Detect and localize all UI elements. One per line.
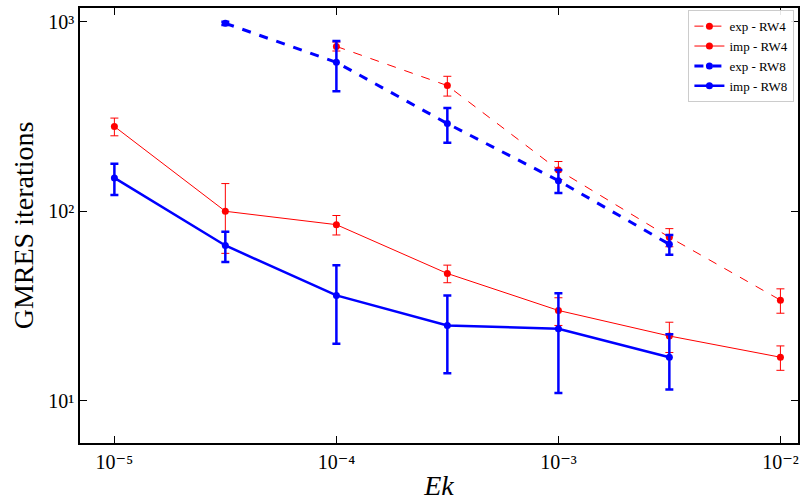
svg-text:10²: 10² [48,200,74,222]
svg-text:exp - RW4: exp - RW4 [729,19,786,34]
svg-text:10⁻⁵: 10⁻⁵ [96,451,134,473]
svg-text:10³: 10³ [48,11,74,33]
svg-text:10⁻⁴: 10⁻⁴ [318,451,356,473]
svg-text:GMRES iterations: GMRES iterations [8,122,39,330]
svg-text:10⁻³: 10⁻³ [540,451,577,473]
svg-text:10⁻²: 10⁻² [762,451,799,473]
svg-text:imp - RW4: imp - RW4 [729,39,787,54]
svg-text:imp - RW8: imp - RW8 [729,79,787,94]
svg-text:Ek: Ek [423,470,454,501]
svg-text:exp - RW8: exp - RW8 [729,59,785,74]
svg-text:10¹: 10¹ [48,390,74,412]
